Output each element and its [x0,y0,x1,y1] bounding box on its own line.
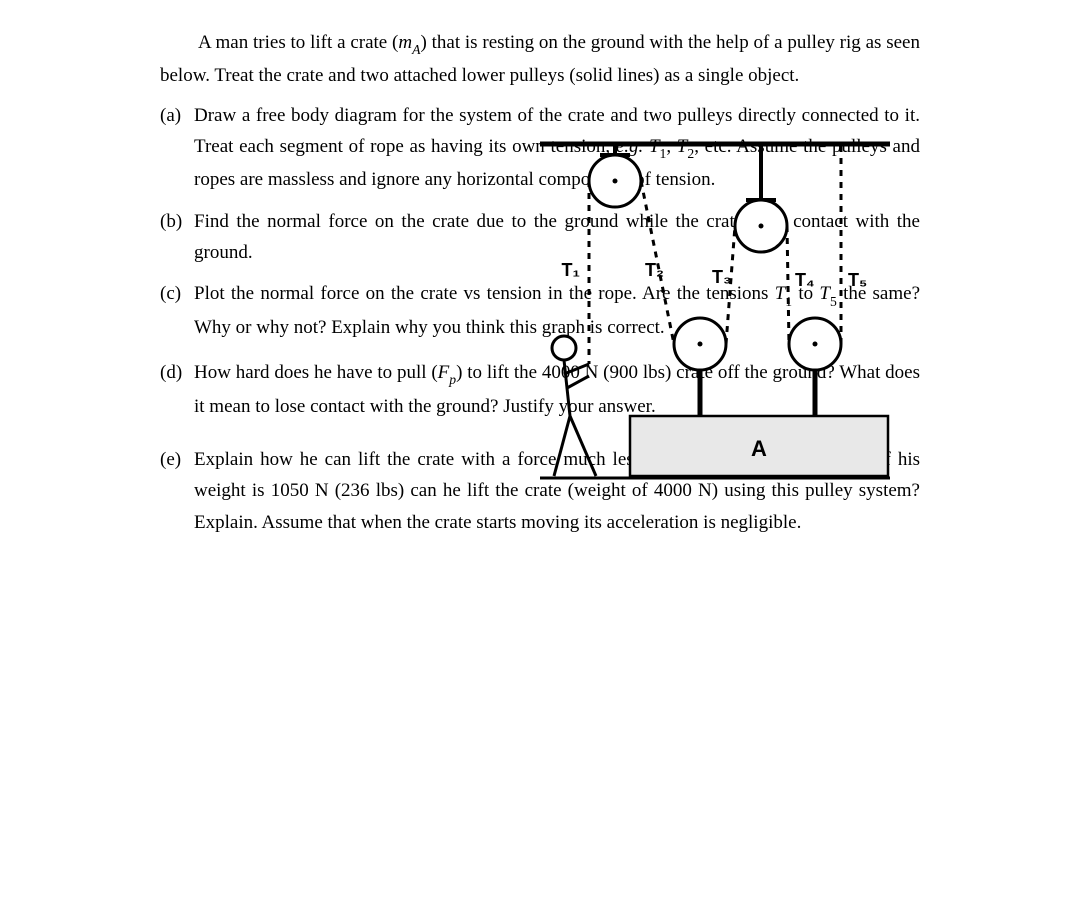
rope-t4 [787,226,789,344]
bottom-pulley-right-axle [813,342,818,347]
part-b-label: (b) [160,206,194,237]
label-t2: T₂ [645,260,664,280]
label-t5: T₅ [848,270,867,290]
part-d-sp: p [449,372,456,387]
part-c-label: (c) [160,278,194,309]
part-d-pre: How hard does he have to pull ( [194,362,438,383]
intro-paragraph: A man tries to lift a crate (mA) that is… [160,27,920,92]
label-t1: T₁ [562,260,580,280]
bottom-pulley-left-axle [698,342,703,347]
part-e-label: (e) [160,444,194,475]
pulley-svg: A T₁ T₂ T₃ T₄ T₅ [540,126,900,526]
pulley-figure: A T₁ T₂ T₃ T₄ T₅ [540,126,900,526]
part-d-label: (d) [160,357,194,388]
intro-pre: A man tries to lift a crate ( [198,32,398,53]
page: A man tries to lift a crate (mA) that is… [0,0,1080,912]
part-d-F: F [438,362,450,383]
person [552,336,596,476]
label-t3: T₃ [712,267,731,287]
crate-label: A [751,436,767,461]
top-pulley-left-axle [613,179,618,184]
intro-m: m [398,32,412,53]
top-pulley-right-axle [759,224,764,229]
intro-sub-a: A [412,42,420,57]
part-a-label: (a) [160,100,194,131]
label-t4: T₄ [795,270,815,290]
